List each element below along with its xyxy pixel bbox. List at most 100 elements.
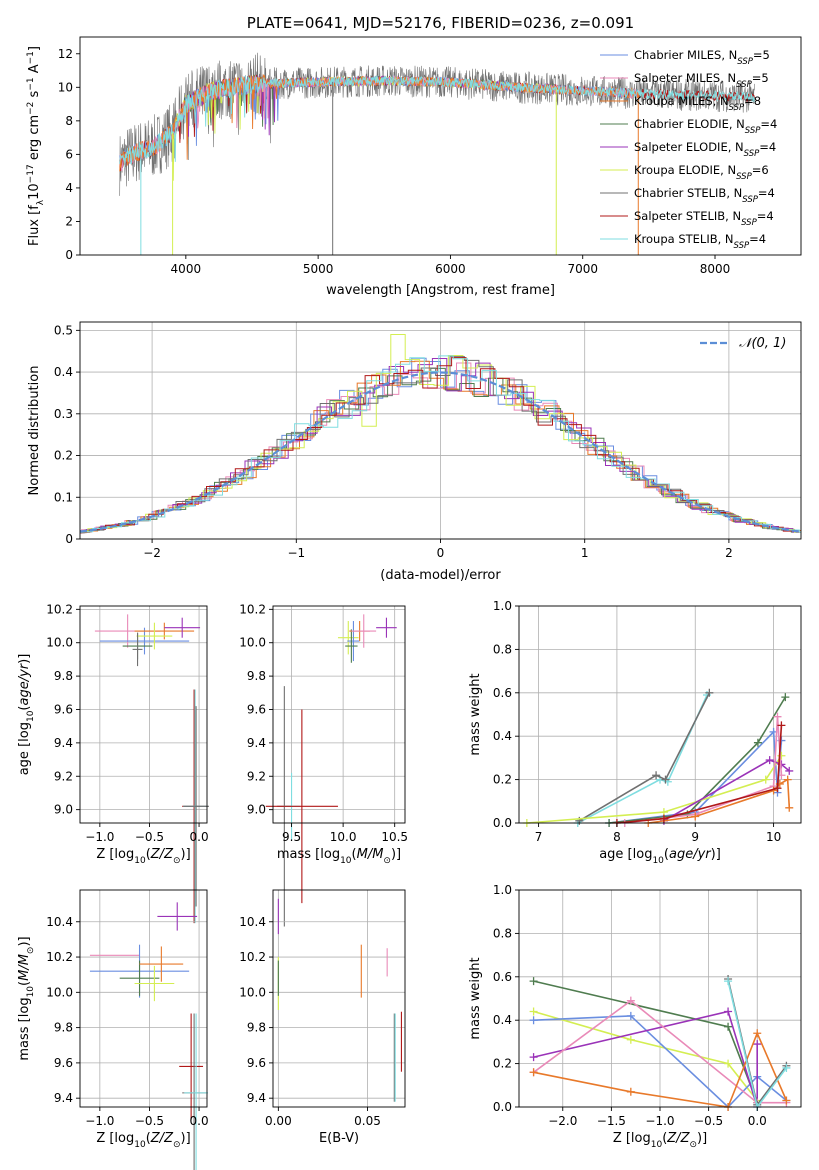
legend-label-text: Chabrier STELIB, N [634,186,742,200]
mass-vs-ebv-axes [273,890,405,1107]
y-tick-label: 10 [58,80,73,94]
y-axis-label-part: A [27,64,42,77]
y-tick-label: 0.2 [54,449,73,463]
y-tick-label: 10.2 [46,950,73,964]
y-tick-label: 9.0 [54,803,73,817]
weight-marker [529,1007,538,1016]
histogram-chabrier-stelib [80,356,801,533]
errorbar-point [136,622,173,650]
x-axis-label: E(B-V) [319,1131,359,1146]
y-tick-label: 0.0 [493,816,512,830]
y-tick-label: 0.6 [493,970,512,984]
errorbar-point [157,902,198,931]
plot-frame [79,605,208,824]
x-tick-label: 10 [766,830,781,844]
errorbar-point [376,617,397,638]
y-axis-label-part: 10 [26,986,36,998]
errorbar-point [164,617,201,638]
age-vs-mass-frame: 9.5 10.0 10.5 9.0 9.2 9.4 9.6 9.8 10.0 10.2 [239,602,408,844]
x-axis-label: Z [log10(Z/Z⊙)] [613,1131,707,1150]
weight-marker [626,1087,635,1096]
y-tick-label: 0.1 [54,490,73,504]
x-tick-label: 9.5 [282,830,301,844]
weight-marker [782,1063,791,1072]
weight-marker [724,977,733,986]
x-axis-label-part: 10 [134,1140,146,1150]
x-axis-label: mass [log10(M/M⊙)] [277,847,401,866]
residuals-histograms [80,334,801,534]
x-tick-label: −0.5 [694,1114,723,1128]
x-axis-label-part: ⊙ [689,1140,697,1150]
x-axis-label-part: ( [662,1131,667,1146]
y-tick-label: 0.0 [493,1100,512,1114]
weight-marker [661,775,670,784]
y-tick-label: 10.0 [46,985,73,999]
legend-label-text: Salpeter MILES, N [634,71,736,85]
weight-marker [691,812,700,821]
age-vs-mass-points [265,614,397,927]
x-axis-label-part: ( [146,847,151,862]
x-tick-label: 9 [691,830,699,844]
x-tick-label: −0.5 [135,1114,164,1128]
weight-marker [652,771,661,780]
mass-vs-ebv-points [277,898,402,1102]
y-tick-label: 10.2 [239,602,266,616]
legend-label-sub: SSP [734,241,750,251]
y-tick-label: 0 [65,248,73,262]
x-axis-label-part: ⊙ [383,856,391,866]
x-tick-label: −1.0 [85,1114,114,1128]
weight-marker [626,1035,635,1044]
weight-marker [724,1022,733,1031]
y-tick-label: 0.4 [493,729,512,743]
x-tick-label: −1.5 [597,1114,626,1128]
spectrum-frame: 4000 5000 6000 7000 8000 0 2 4 6 8 10 12 [58,36,802,276]
errorbar-point [99,627,190,655]
legend-label-suffix: =4 [758,186,775,200]
y-tick-label: 9.4 [54,1091,73,1105]
y-axis-label-part: −2 [26,102,36,115]
y-tick-label: 10.2 [239,950,266,964]
x-axis-label-part: Z/Z [150,1131,174,1146]
x-axis-label-part: ( [352,847,357,862]
y-tick-label: 9.4 [247,1091,266,1105]
y-tick-label: 9.8 [247,1021,266,1035]
x-axis-label-part: 10 [134,856,146,866]
weight-marker [765,756,774,765]
residuals-x-label: (data-model)/error [380,568,501,583]
x-tick-label: −1.0 [645,1114,674,1128]
y-axis-label: age [log10(age/yr)] [17,654,36,776]
residuals-axes [80,322,801,540]
legend-label: Salpeter ELODIE, NSSP=4 [634,140,776,159]
legend-label-sub: SSP [742,195,758,205]
x-axis-label-part: M/M [357,847,384,862]
legend-label: Kroupa ELODIE, NSSP=6 [634,163,769,182]
weight-series-chabrier-elodie [609,696,786,824]
weight-marker [659,814,668,823]
y-tick-label: 9.2 [247,769,266,783]
mass-vs-ebv-frame: 0.00 0.05 9.4 9.6 9.8 10.0 10.2 10.4 [239,889,406,1128]
x-tick-label: 0.0 [190,830,209,844]
y-axis-label-part: −17 [26,164,36,183]
x-axis-label-part: Z [log [96,1131,134,1146]
x-axis-label-part: ( [146,1131,151,1146]
y-axis-label: Flux [fλ10−17 erg cm−2 s−1 A−1] [26,46,46,246]
weight-marker [626,1011,635,1020]
x-tick-label: 0.0 [190,1114,209,1128]
x-axis-label-part: age [log [599,847,652,862]
legend-label-sub: SSP [737,57,753,67]
y-tick-label: 6 [65,147,73,161]
legend-label-suffix: =4 [757,209,774,223]
weight-marker [777,721,786,730]
x-axis-label-part: Z/Z [666,1131,690,1146]
y-tick-label: 4 [65,181,73,195]
y-axis-label-part: )] [17,654,32,664]
plot-frame [518,605,802,824]
legend-label-suffix: =4 [749,232,766,246]
y-tick-label: 0 [65,532,73,546]
y-tick-label: 9.8 [247,669,266,683]
legend-label-suffix: =5 [753,48,770,62]
x-tick-label: 0.05 [354,1114,381,1128]
weight-vs-age-axes [519,605,801,827]
legend-label: Salpeter MILES, NSSP=5 [634,71,769,90]
weight-marker [705,688,714,697]
